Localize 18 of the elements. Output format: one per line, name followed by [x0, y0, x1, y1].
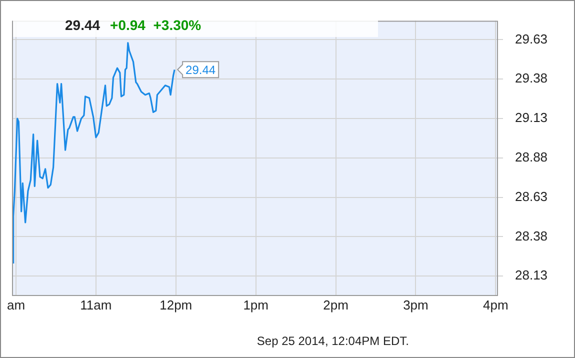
y-tick-label: 28.63	[515, 188, 548, 204]
x-tick-label: am	[6, 297, 26, 312]
x-tick-label: 3pm	[403, 297, 428, 312]
x-tick-label: 11am	[80, 297, 112, 312]
x-tick-label: 4pm	[483, 297, 508, 312]
y-tick-label: 29.38	[515, 70, 548, 86]
x-tick-label: 12pm	[160, 297, 192, 312]
y-tick-label: 28.38	[515, 228, 548, 244]
y-tick-label: 28.88	[515, 149, 548, 164]
x-tick-label: 1pm	[243, 297, 268, 312]
x-tick-label: 2pm	[323, 297, 348, 312]
y-tick-label: 28.13	[515, 268, 548, 283]
chart-title: 29.44	[65, 17, 100, 33]
text: Sep 25 2014, 12:04PM EDT.	[256, 334, 409, 348]
y-tick-label: 29.13	[515, 110, 548, 126]
annotation: 29.44	[186, 62, 216, 77]
chart-subtitle: +0.94 +3.30%	[110, 17, 202, 33]
y-tick-label: 29.63	[515, 31, 548, 46]
